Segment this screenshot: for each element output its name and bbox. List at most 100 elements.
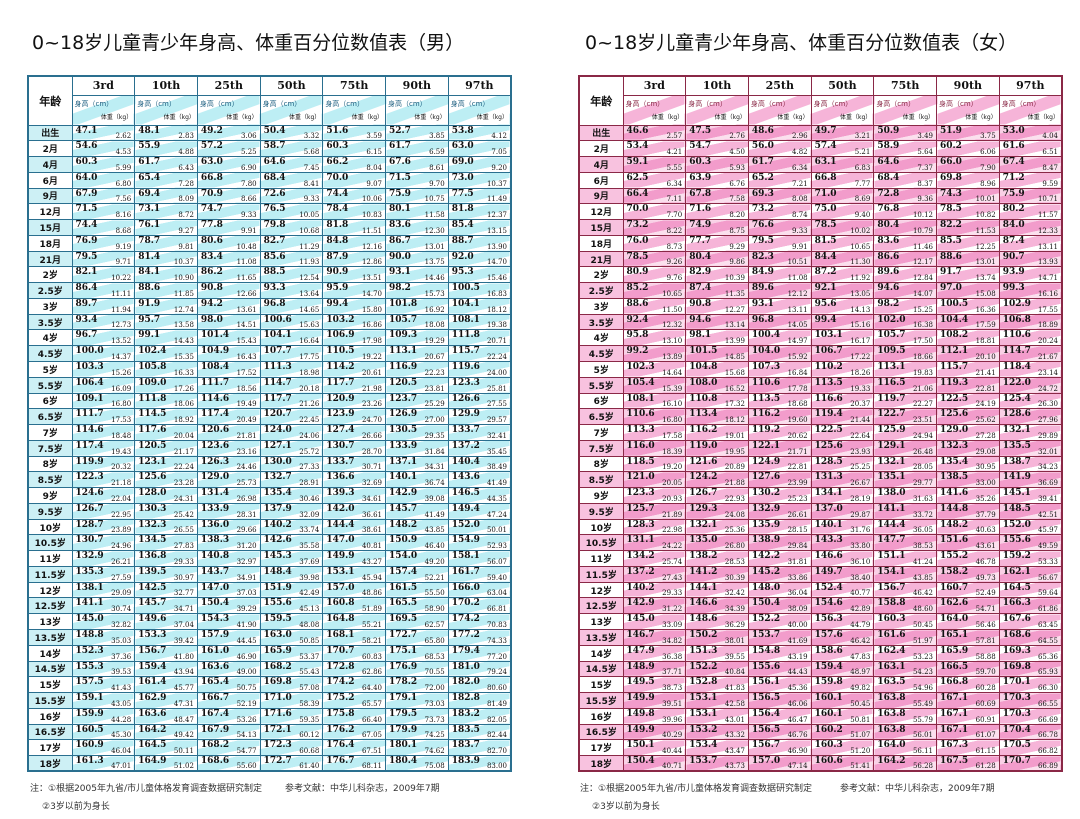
percentile-cell: 152.0 50.01: [447, 518, 512, 536]
weight-value: 30.74: [111, 605, 132, 614]
height-value: 161.3: [75, 756, 104, 767]
height-value: 164.9: [138, 756, 167, 767]
percentile-cell: 153.7 41.69: [747, 629, 812, 646]
table-row: 18月 76.0 8.73 77.7 9.29 79.5 9.91 81.5 10.65 83.6…: [578, 234, 1063, 252]
height-value: 80.9: [626, 267, 649, 278]
weight-value: 12.54: [299, 274, 320, 283]
weight-value: 36.10: [850, 557, 871, 566]
weight-value: 58.90: [424, 605, 445, 614]
height-value: 167.1: [940, 693, 969, 704]
height-value: 68.4: [877, 172, 900, 183]
age-cell: 9岁: [27, 487, 73, 504]
percentile-cell: 93.4 12.73: [71, 313, 136, 331]
weight-value: 37.36: [111, 652, 132, 661]
percentile-cell: 95.8 13.10: [622, 329, 687, 347]
percentile-cell: 116.0 18.39: [622, 439, 687, 457]
percentile-cell: 104.4 17.59: [936, 313, 1000, 331]
height-value: 138.3: [200, 535, 230, 546]
weight-value: 25.81: [486, 384, 507, 393]
percentile-cell: 163.6 49.00: [196, 660, 261, 678]
weight-unit-label: 体重（kg）: [351, 113, 384, 121]
height-value: 165.9: [263, 645, 292, 656]
percentile-cell: 179.5 73.73: [385, 707, 449, 725]
percentile-cell: 126.7 22.95: [71, 502, 136, 520]
percentile-cell: 114.7 21.67: [998, 345, 1063, 362]
weight-value: 61.15: [975, 747, 996, 756]
percentile-cell: 147.0 40.81: [322, 534, 387, 552]
weight-value: 7.70: [666, 211, 683, 220]
height-value: 132.9: [751, 503, 781, 514]
height-value: 96.7: [75, 330, 98, 341]
height-value: 105.7: [389, 314, 418, 325]
percentile-cell: 100.5 16.83: [447, 282, 512, 299]
percentile-cell: 61.7 6.34: [747, 156, 812, 173]
height-value: 140.4: [451, 456, 480, 467]
weight-value: 66.82: [1037, 747, 1058, 756]
percentile-cell: 83.6 12.30: [385, 219, 449, 236]
percentile-cell: 77.7 9.29: [685, 234, 749, 252]
height-value: 125.9: [877, 425, 906, 436]
height-value: 71.6: [689, 204, 712, 215]
weight-value: 45.94: [361, 573, 383, 582]
percentile-cell: 98.0 14.51: [196, 313, 261, 331]
height-value: 80.1: [389, 204, 411, 215]
height-value: 114.6: [200, 393, 230, 404]
percentile-cell: 115.7 21.41: [936, 360, 1000, 378]
age-cell: 6岁: [578, 392, 624, 410]
age-header: 年龄: [27, 75, 73, 126]
height-value: 82.9: [689, 267, 712, 278]
percentile-cell: 126.7 22.93: [685, 487, 749, 504]
height-value: 64.6: [263, 157, 286, 168]
weight-value: 8.47: [1042, 163, 1058, 172]
height-value: 111.7: [75, 409, 104, 420]
weight-value: 21.81: [236, 431, 257, 440]
age-cell: 12月: [27, 203, 73, 221]
height-unit-label: 身高（cm）: [939, 99, 978, 108]
weight-value: 65.36: [1037, 652, 1058, 661]
height-value: 175.2: [326, 693, 355, 704]
percentile-cell: 150.1 40.44: [622, 739, 687, 757]
height-value: 154.8: [751, 645, 781, 656]
height-value: 82.3: [751, 251, 774, 262]
percentile-cell: 153.1 42.58: [685, 692, 749, 709]
weight-value: 9.29: [729, 242, 745, 251]
percentile-cell: 66.4 7.11: [622, 187, 687, 205]
height-value: 172.8: [326, 661, 355, 672]
percentile-cell: 84.4 11.30: [810, 250, 875, 268]
height-value: 157.6: [814, 630, 843, 640]
weight-value: 55.50: [424, 589, 445, 598]
height-value: 138.1: [75, 582, 104, 593]
height-value: 169.8: [1002, 661, 1031, 672]
age-cell: 5.5岁: [27, 376, 73, 394]
height-value: 94.6: [689, 314, 712, 325]
weight-value: 36.05: [912, 526, 934, 535]
percentile-cell: 63.0 7.05: [447, 140, 512, 158]
table-row: 4岁 96.7 13.52 99.1 14.43 101.4 15.43 104.1 16.64…: [27, 329, 512, 347]
height-value: 125.6: [940, 409, 969, 420]
height-value: 115.7: [940, 361, 969, 372]
table-row: 15岁 149.5 38.73 152.8 41.83 156.1 45.36 159.8 49…: [578, 676, 1063, 694]
percentile-cell: 150.2 38.01: [685, 629, 749, 646]
weight-value: 10.01: [975, 195, 996, 204]
percentile-cell: 56.0 4.82: [747, 140, 812, 158]
weight-value: 25.72: [299, 447, 320, 456]
percentile-cell: 123.7 25.29: [385, 392, 449, 410]
height-value: 93.3: [263, 283, 286, 294]
height-value: 101.4: [200, 330, 230, 341]
percentile-cell: 102.3 14.64: [622, 360, 687, 378]
height-value: 148.8: [75, 630, 104, 640]
height-value: 120.5: [389, 377, 418, 388]
weight-value: 7.37: [917, 163, 934, 172]
height-value: 161.4: [138, 677, 167, 688]
percentile-cell: 150.4 40.71: [622, 755, 687, 772]
weight-value: 13.11: [1037, 242, 1058, 251]
percentile-cell: 126.6 27.55: [447, 392, 512, 410]
percentile-cell: 119.6 24.00: [447, 360, 512, 378]
percentile-cell: 70.0 9.07: [322, 171, 387, 189]
percentile-cell: 126.3 24.46: [196, 455, 261, 473]
height-value: 87.2: [814, 267, 837, 278]
percentile-cell: 88.7 13.90: [447, 234, 512, 252]
height-value: 71.5: [75, 204, 98, 215]
percentile-cell: 124.6 22.04: [71, 487, 136, 504]
percentile-cell: 160.1 50.45: [810, 692, 875, 709]
